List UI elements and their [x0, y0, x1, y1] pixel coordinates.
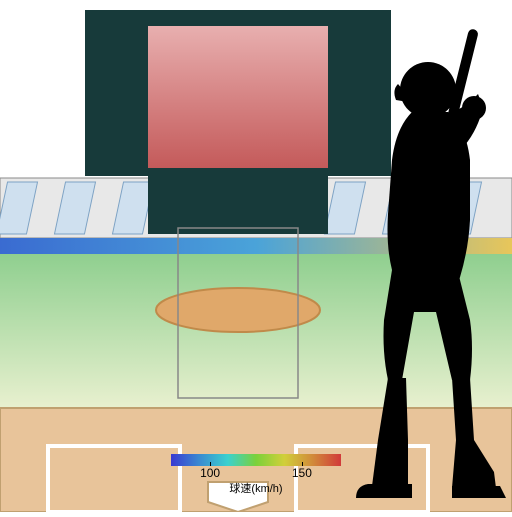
legend-label: 球速(km/h): [171, 480, 341, 496]
scoreboard-screen: [148, 26, 328, 168]
baseball-scene: 100 150 球速(km/h): [0, 0, 512, 512]
legend-tick: 150: [292, 466, 312, 480]
scene-svg: [0, 0, 512, 512]
velocity-legend: 100 150 球速(km/h): [171, 454, 341, 496]
scoreboard-base: [148, 176, 328, 234]
legend-ticks: 100 150: [171, 466, 341, 480]
pitchers-mound: [156, 288, 320, 332]
legend-tick: 100: [200, 466, 220, 480]
legend-colorbar: [171, 454, 341, 466]
